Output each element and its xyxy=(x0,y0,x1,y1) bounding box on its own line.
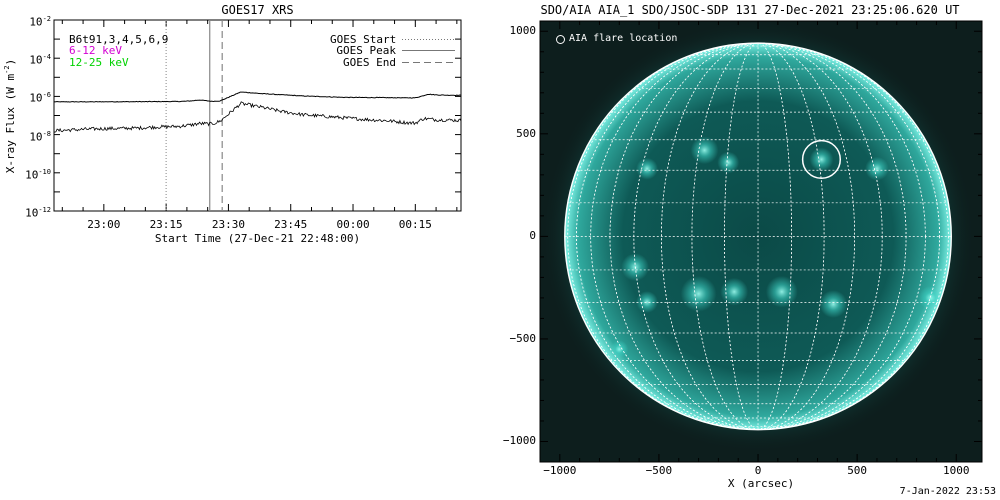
aia-xtick-label: −500 xyxy=(645,464,673,477)
goes-ytick-label: 10-12 xyxy=(20,204,51,220)
aia-xtick-label: 1000 xyxy=(942,464,970,477)
goes-xlabel: Start Time (27-Dec-21 22:48:00) xyxy=(154,232,361,245)
aia-legend-circle-icon xyxy=(556,34,565,44)
aia-ytick-label: −1000 xyxy=(502,434,536,448)
aia-legend-label: AIA flare location xyxy=(569,33,678,44)
aia-xlabel: X (arcsec) xyxy=(727,477,795,490)
goes-ytick-label: 10-4 xyxy=(20,51,51,67)
active-region xyxy=(610,340,629,359)
active-region xyxy=(819,290,848,318)
active-region xyxy=(765,275,798,308)
active-region xyxy=(809,147,834,172)
goes-ytick-label: 10-6 xyxy=(20,89,51,105)
goes-ytick-label-exp: -10 xyxy=(38,167,51,176)
active-region xyxy=(717,151,740,174)
goes-ytick-label-exp: -4 xyxy=(42,53,51,62)
goes-ytick-label-exp: -8 xyxy=(42,129,51,138)
grid-longitude-line xyxy=(576,42,940,430)
active-region xyxy=(690,136,719,165)
goes-legend-line2: 6-12 keV xyxy=(69,44,122,57)
legend-goes-peak-label: GOES Peak xyxy=(336,44,396,57)
goes-ytick-label-base: 10 xyxy=(25,206,39,220)
aia-xtick-label: 0 xyxy=(754,464,762,477)
active-region xyxy=(636,157,658,180)
aia-ytick-label: 500 xyxy=(516,126,536,140)
aia-title: SDO/AIA AIA_1 SDO/JSOC-SDP 131 27-Dec-20… xyxy=(540,3,960,17)
active-region xyxy=(720,277,749,306)
goes-ytick-label-base: 10 xyxy=(29,92,43,106)
grid-longitude-line xyxy=(590,42,926,430)
goes-series-short xyxy=(53,101,462,133)
goes-legend-line3: 12-25 keV xyxy=(69,56,129,69)
goes-ytick-label: 10-10 xyxy=(20,166,51,182)
goes-ytick-label-exp: -6 xyxy=(42,91,51,100)
active-region xyxy=(636,291,658,313)
aia-legend: AIA flare location xyxy=(556,33,677,45)
solar-limb xyxy=(564,42,952,431)
goes-ytick-label-exp: -2 xyxy=(42,15,51,23)
aia-xtick-label: −1000 xyxy=(543,464,577,477)
goes-xtick-label: 00:15 xyxy=(398,218,432,231)
aia-ytick-label: 1000 xyxy=(509,24,537,38)
active-region xyxy=(680,275,717,312)
aia-ytick-label: 0 xyxy=(529,229,536,243)
legend-goes-end-label: GOES End xyxy=(343,56,396,69)
goes-title: GOES17 XRS xyxy=(221,3,294,17)
goes-ytick-label-exp: -12 xyxy=(38,206,51,214)
goes-ytick-label: 10-8 xyxy=(20,128,51,144)
goes-xtick-label: 23:15 xyxy=(149,218,183,231)
legend-goes-start-label: GOES Start xyxy=(330,33,397,46)
goes-series-long xyxy=(53,91,462,103)
goes-xtick-label: 23:00 xyxy=(87,218,121,231)
goes-ytick-label: 10-2 xyxy=(20,13,51,29)
aia-plot-frame xyxy=(539,20,983,463)
footer-timestamp: 7-Jan-2022 23:53 xyxy=(899,486,996,497)
goes-legend-line1: B6t91,3,4,5,6,9 xyxy=(69,33,169,46)
goes-ytick-label-base: 10 xyxy=(29,130,43,144)
goes-xtick-label: 23:45 xyxy=(274,218,308,231)
goes-xtick-label: 00:00 xyxy=(336,218,370,231)
goes-ytick-label-base: 10 xyxy=(25,168,39,182)
flare-location-marker xyxy=(801,139,842,180)
active-regions xyxy=(610,136,943,359)
goes-xtick-label: 23:30 xyxy=(211,218,245,231)
aia-ytick-label: −500 xyxy=(509,331,537,345)
goes-ytick-label-base: 10 xyxy=(29,53,43,67)
goes-ytick-label-base: 10 xyxy=(29,15,43,29)
active-region xyxy=(865,156,889,181)
aia-xtick-label: 500 xyxy=(847,464,868,477)
